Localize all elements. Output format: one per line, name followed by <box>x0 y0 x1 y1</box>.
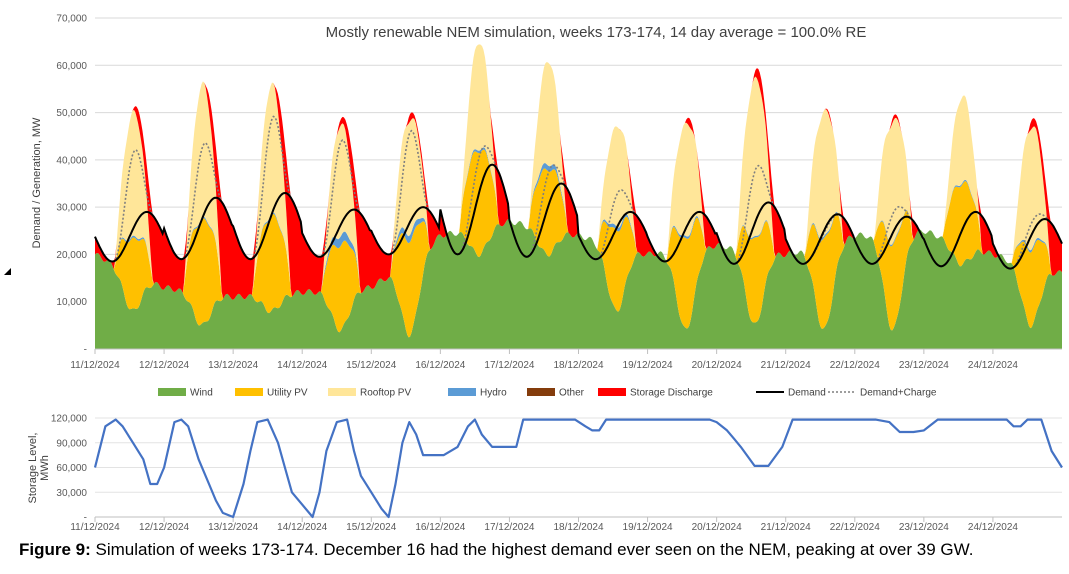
y-axis-label: Storage Level,MWh <box>27 433 51 504</box>
figure-caption: Figure 9: Simulation of weeks 173-174. D… <box>19 540 973 560</box>
legend-label: Demand+Charge <box>860 388 937 399</box>
x-tick-label: 19/12/2024 <box>623 360 673 371</box>
area-rooftop-pv <box>95 44 1062 300</box>
x-tick-label: 12/12/2024 <box>139 522 189 533</box>
x-tick-label: 17/12/2024 <box>484 522 534 533</box>
caption-text: Simulation of weeks 173-174. December 16… <box>90 540 974 559</box>
legend-swatch-rooftop-pv <box>328 388 356 396</box>
area-wind <box>95 218 1062 349</box>
x-tick-label: 21/12/2024 <box>761 360 811 371</box>
legend-label: Wind <box>190 388 213 399</box>
x-tick-label: 16/12/2024 <box>415 360 465 371</box>
y-tick-label: 10,000 <box>56 297 87 308</box>
x-tick-label: 12/12/2024 <box>139 360 189 371</box>
y-tick-label: 60,000 <box>56 61 87 72</box>
x-tick-label: 11/12/2024 <box>70 360 120 371</box>
legend-label: Storage Discharge <box>630 388 713 399</box>
legend-label: Utility PV <box>267 388 308 399</box>
x-tick-label: 15/12/2024 <box>346 522 396 533</box>
x-tick-label: 14/12/2024 <box>277 522 327 533</box>
x-tick-label: 24/12/2024 <box>968 522 1018 533</box>
x-tick-label: 20/12/2024 <box>692 522 742 533</box>
x-tick-label: 19/12/2024 <box>623 522 673 533</box>
caption-label: Figure 9: <box>19 540 91 559</box>
legend-label: Hydro <box>480 388 507 399</box>
x-tick-label: 14/12/2024 <box>277 360 327 371</box>
y-axis-label: Demand / Generation, MW <box>31 117 43 248</box>
y-tick-label: 50,000 <box>56 108 87 119</box>
y-tick-label: 20,000 <box>56 250 87 261</box>
legend-label: Other <box>559 388 585 399</box>
legend-swatch-storage-discharge <box>598 388 626 396</box>
x-tick-label: 11/12/2024 <box>70 522 120 533</box>
y-tick-label: 70,000 <box>56 14 87 25</box>
x-tick-label: 13/12/2024 <box>208 522 258 533</box>
x-tick-label: 23/12/2024 <box>899 522 949 533</box>
legend-swatch-hydro <box>448 388 476 396</box>
legend-label: Demand <box>788 388 826 399</box>
chart-title: Mostly renewable NEM simulation, weeks 1… <box>326 24 867 41</box>
x-tick-label: 13/12/2024 <box>208 360 258 371</box>
x-tick-label: 22/12/2024 <box>830 522 880 533</box>
x-tick-label: 18/12/2024 <box>553 522 603 533</box>
legend-swatch-utility-pv <box>235 388 263 396</box>
y-tick-label: 120,000 <box>51 414 88 425</box>
x-tick-label: 23/12/2024 <box>899 360 949 371</box>
x-tick-label: 17/12/2024 <box>484 360 534 371</box>
x-tick-label: 21/12/2024 <box>761 522 811 533</box>
x-tick-label: 18/12/2024 <box>553 360 603 371</box>
y-tick-label: 30,000 <box>56 203 87 214</box>
x-tick-label: 22/12/2024 <box>830 360 880 371</box>
y-tick-label: - <box>84 345 87 356</box>
legend-swatch-other <box>527 388 555 396</box>
y-tick-label: 40,000 <box>56 155 87 166</box>
legend-label: Rooftop PV <box>360 388 411 399</box>
line-storage-level <box>93 418 1063 519</box>
line-demand <box>94 163 1063 270</box>
x-tick-label: 15/12/2024 <box>346 360 396 371</box>
y-tick-label: 30,000 <box>56 488 87 499</box>
y-tick-label: 60,000 <box>56 463 87 474</box>
y-tick-label: - <box>84 513 87 524</box>
scroll-marker <box>4 268 11 275</box>
legend-swatch-wind <box>158 388 186 396</box>
x-tick-label: 16/12/2024 <box>415 522 465 533</box>
x-tick-label: 24/12/2024 <box>968 360 1018 371</box>
x-tick-label: 20/12/2024 <box>692 360 742 371</box>
y-tick-label: 90,000 <box>56 438 87 449</box>
area-utility-pv <box>95 149 1062 338</box>
